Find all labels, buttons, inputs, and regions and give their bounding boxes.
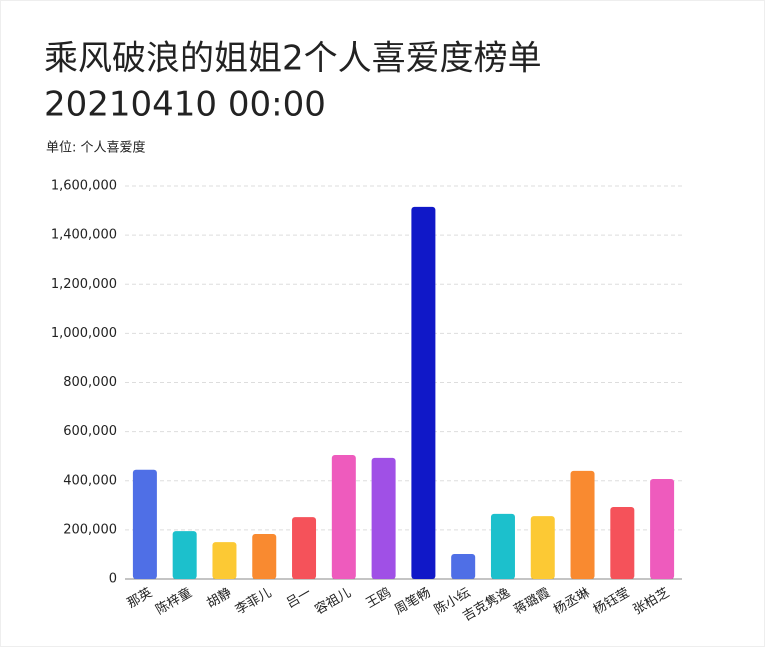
y-tick-label: 0 (109, 572, 117, 587)
y-tick-label: 1,400,000 (51, 228, 117, 243)
bar (490, 513, 515, 579)
y-tick-label: 1,000,000 (51, 326, 117, 341)
bar (530, 516, 555, 579)
bar (212, 542, 237, 579)
bar (570, 470, 595, 579)
y-tick-label: 800,000 (63, 375, 117, 390)
y-tick-label: 1,600,000 (51, 179, 117, 194)
bar (252, 534, 277, 579)
bar (331, 454, 356, 579)
y-tick-label: 600,000 (63, 424, 117, 439)
y-tick-label: 400,000 (63, 473, 117, 488)
bar (610, 507, 635, 579)
bar (451, 553, 476, 579)
bar (650, 479, 675, 579)
axis-unit: 单位: 个人喜爱度 (46, 140, 146, 156)
chart-title: 乘风破浪的姐姐2个人喜爱度榜单 (44, 39, 542, 79)
bar (371, 457, 396, 579)
bar (411, 206, 436, 580)
bar (132, 469, 157, 579)
bar (172, 531, 197, 579)
chart-subtitle: 20210410 00:00 (44, 85, 326, 125)
y-tick-label: 200,000 (63, 522, 117, 537)
y-tick-label: 1,200,000 (51, 277, 117, 292)
bar (292, 517, 317, 579)
